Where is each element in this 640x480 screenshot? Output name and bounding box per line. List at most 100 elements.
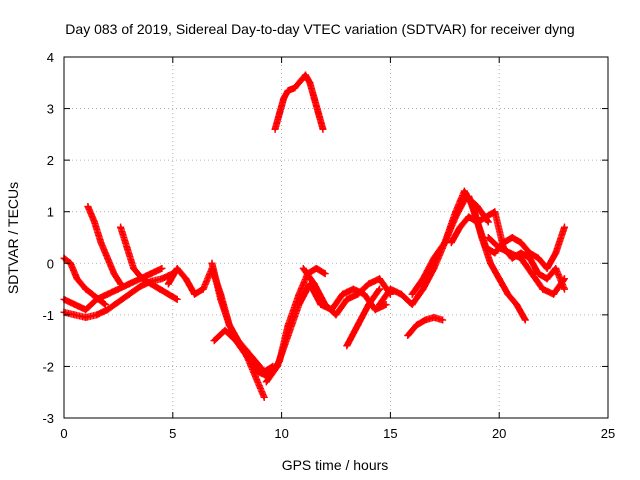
data-point [495, 275, 503, 283]
data-point [104, 306, 112, 314]
chart-title: Day 083 of 2019, Sidereal Day-to-day VTE… [65, 21, 574, 37]
data-point [349, 285, 357, 293]
data-point [125, 280, 133, 288]
data-point [354, 321, 362, 329]
data-point [123, 244, 131, 252]
data-point [460, 187, 468, 195]
series-arc-4 [84, 203, 125, 288]
series-arc-18 [484, 234, 568, 298]
series-arc-2 [60, 254, 109, 309]
data-point [421, 316, 429, 324]
data-point [93, 311, 101, 319]
data-point [310, 94, 318, 102]
data-point [550, 290, 558, 298]
data-point [191, 290, 199, 298]
series-arc-5 [117, 223, 181, 303]
data-point [482, 244, 490, 252]
data-point [262, 378, 270, 386]
data-point [430, 264, 438, 272]
data-point [158, 275, 166, 283]
data-point [371, 306, 379, 314]
data-point [173, 264, 181, 272]
data-point [210, 337, 218, 345]
x-tick-label: 25 [601, 426, 615, 441]
data-point [315, 110, 323, 118]
data-point [251, 373, 259, 381]
series-arc-12 [343, 285, 384, 350]
data-point [110, 270, 118, 278]
data-point [221, 326, 229, 334]
series-arc-9 [262, 280, 390, 386]
data-point [117, 280, 125, 288]
data-point [482, 213, 490, 221]
data-point [147, 280, 155, 288]
grid [64, 57, 608, 418]
data-point [504, 290, 512, 298]
data-point [543, 264, 551, 272]
data-point [302, 71, 310, 79]
data-point [199, 285, 207, 293]
series-markers [84, 203, 125, 288]
data-point [343, 295, 351, 303]
data-point [280, 94, 288, 102]
series-arc-10 [271, 71, 327, 133]
data-point [486, 259, 494, 267]
data-point [430, 313, 438, 321]
data-point [491, 208, 499, 216]
data-point [319, 125, 327, 133]
data-point [299, 264, 307, 272]
data-point [310, 280, 318, 288]
y-tick-label: 3 [47, 102, 54, 117]
data-point [275, 110, 283, 118]
data-point [447, 239, 455, 247]
data-point [312, 264, 320, 272]
data-point [419, 285, 427, 293]
data-point [101, 301, 109, 309]
y-tick-label: 0 [47, 256, 54, 271]
data-point [521, 316, 529, 324]
data-point [136, 282, 144, 290]
data-point [232, 337, 240, 345]
data-point [217, 295, 225, 303]
data-series [60, 71, 568, 401]
data-point [254, 368, 262, 376]
data-point [291, 84, 299, 92]
data-point [408, 290, 416, 298]
data-point [517, 239, 525, 247]
data-point [243, 352, 251, 360]
data-point [376, 285, 384, 293]
data-point [360, 290, 368, 298]
data-point [284, 331, 292, 339]
data-point [543, 275, 551, 283]
data-point [354, 290, 362, 298]
data-point [386, 285, 394, 293]
series-markers [208, 259, 268, 401]
data-point [517, 254, 525, 262]
data-point [164, 290, 172, 298]
data-point [534, 270, 542, 278]
series-arc-7 [208, 259, 268, 401]
data-point [376, 275, 384, 283]
data-point [130, 264, 138, 272]
data-point [104, 254, 112, 262]
y-axis-ticks: -3 -2 -1 0 1 2 3 4 [42, 50, 608, 426]
data-point [297, 76, 305, 84]
data-point [97, 239, 105, 247]
series-arc-6 [164, 264, 277, 376]
series-markers [164, 264, 277, 376]
data-point [95, 295, 103, 303]
data-point [117, 223, 125, 231]
data-point [365, 280, 373, 288]
data-point [528, 270, 536, 278]
data-point [413, 321, 421, 329]
data-point [484, 234, 492, 241]
data-point [125, 290, 133, 298]
data-point [306, 79, 314, 87]
data-point [156, 285, 164, 293]
x-tick-label: 20 [492, 426, 506, 441]
data-point [456, 197, 464, 205]
data-point [552, 249, 560, 257]
data-point [495, 244, 503, 252]
x-tick-label: 10 [274, 426, 288, 441]
